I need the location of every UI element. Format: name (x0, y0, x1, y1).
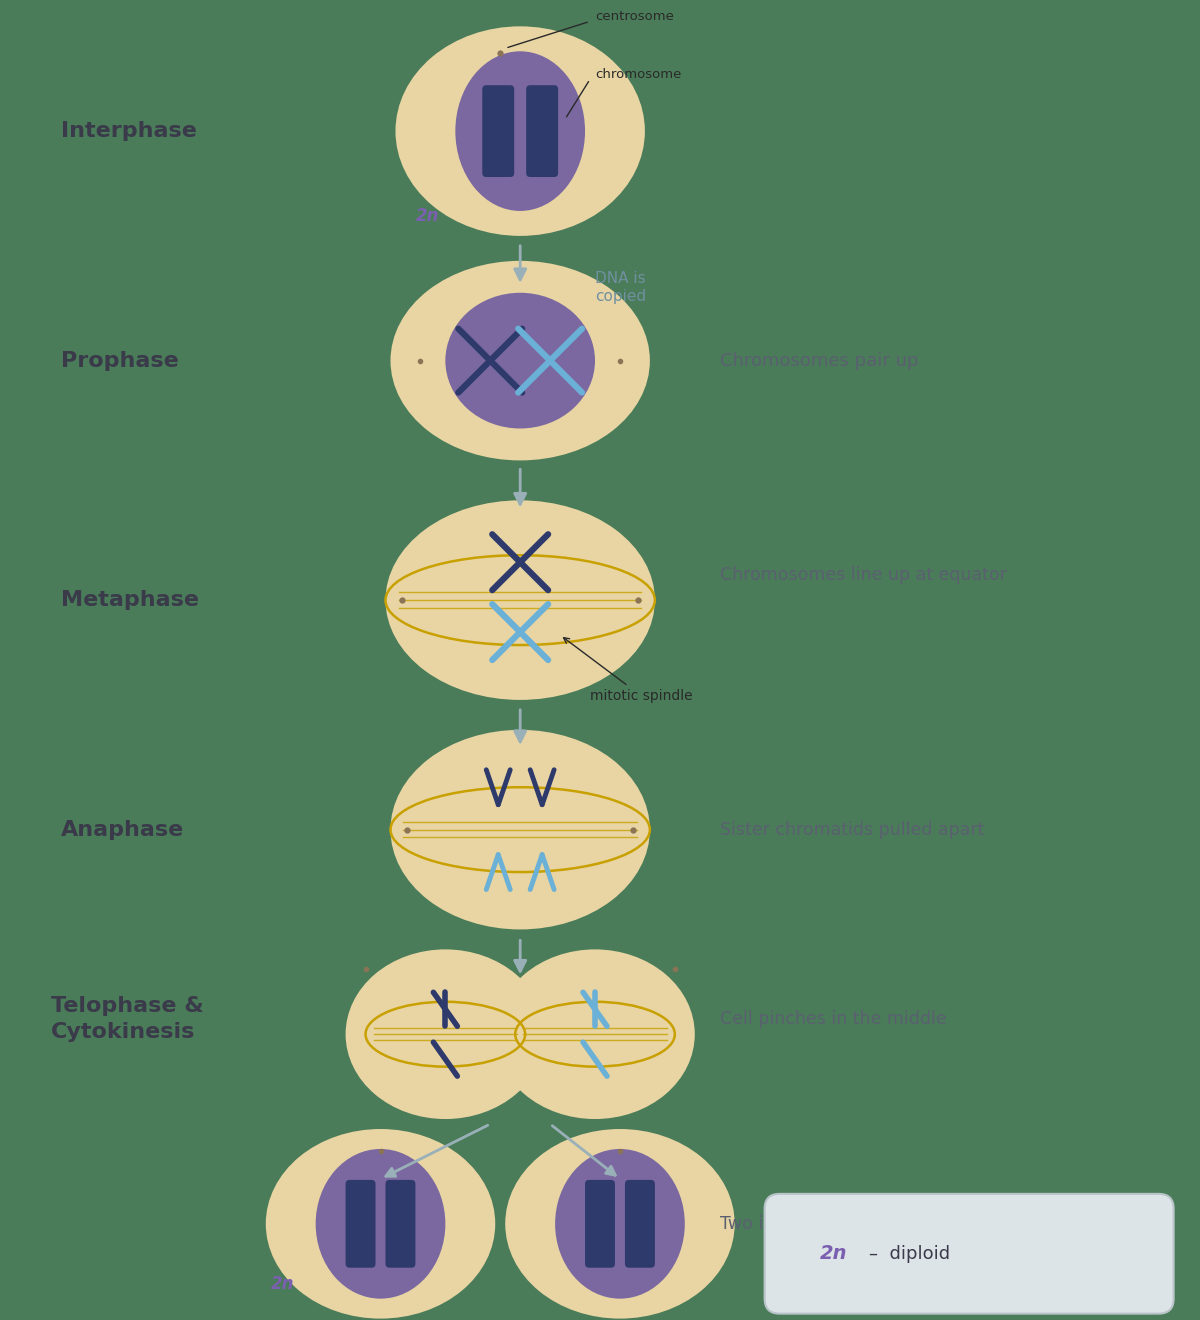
Text: Prophase: Prophase (61, 351, 179, 371)
FancyBboxPatch shape (764, 1193, 1174, 1313)
Ellipse shape (505, 1129, 734, 1319)
Text: mitotic spindle: mitotic spindle (564, 638, 692, 704)
Ellipse shape (445, 293, 595, 429)
Text: chromosome: chromosome (595, 67, 682, 81)
Text: 2n: 2n (820, 1245, 847, 1263)
FancyBboxPatch shape (385, 1180, 415, 1267)
Text: Chromosomes line up at equator: Chromosomes line up at equator (720, 566, 1007, 585)
Text: Anaphase: Anaphase (61, 820, 185, 840)
FancyBboxPatch shape (482, 86, 514, 177)
Text: 2n: 2n (271, 1275, 294, 1292)
Text: Two identical daughter cells: Two identical daughter cells (720, 1214, 962, 1233)
FancyBboxPatch shape (625, 1180, 655, 1267)
Text: 2n: 2n (415, 207, 439, 224)
Ellipse shape (385, 500, 655, 700)
FancyBboxPatch shape (346, 1180, 376, 1267)
Text: centrosome: centrosome (595, 9, 674, 22)
Ellipse shape (390, 730, 650, 929)
Ellipse shape (265, 1129, 496, 1319)
Text: Sister chromatids pulled apart: Sister chromatids pulled apart (720, 821, 984, 838)
Ellipse shape (390, 261, 650, 461)
Text: –  diploid: – diploid (869, 1245, 950, 1263)
FancyBboxPatch shape (526, 86, 558, 177)
Ellipse shape (556, 1148, 685, 1299)
Ellipse shape (396, 26, 644, 236)
Text: Telophase &
Cytokinesis: Telophase & Cytokinesis (52, 997, 204, 1043)
Text: Metaphase: Metaphase (61, 590, 199, 610)
Text: Cell pinches in the middle: Cell pinches in the middle (720, 1010, 947, 1028)
Ellipse shape (346, 949, 545, 1119)
FancyBboxPatch shape (586, 1180, 614, 1267)
Text: Chromosomes pair up: Chromosomes pair up (720, 351, 918, 370)
Ellipse shape (455, 51, 586, 211)
Ellipse shape (496, 949, 695, 1119)
Ellipse shape (316, 1148, 445, 1299)
Text: DNA is
copied: DNA is copied (595, 271, 646, 305)
Text: Interphase: Interphase (61, 121, 197, 141)
